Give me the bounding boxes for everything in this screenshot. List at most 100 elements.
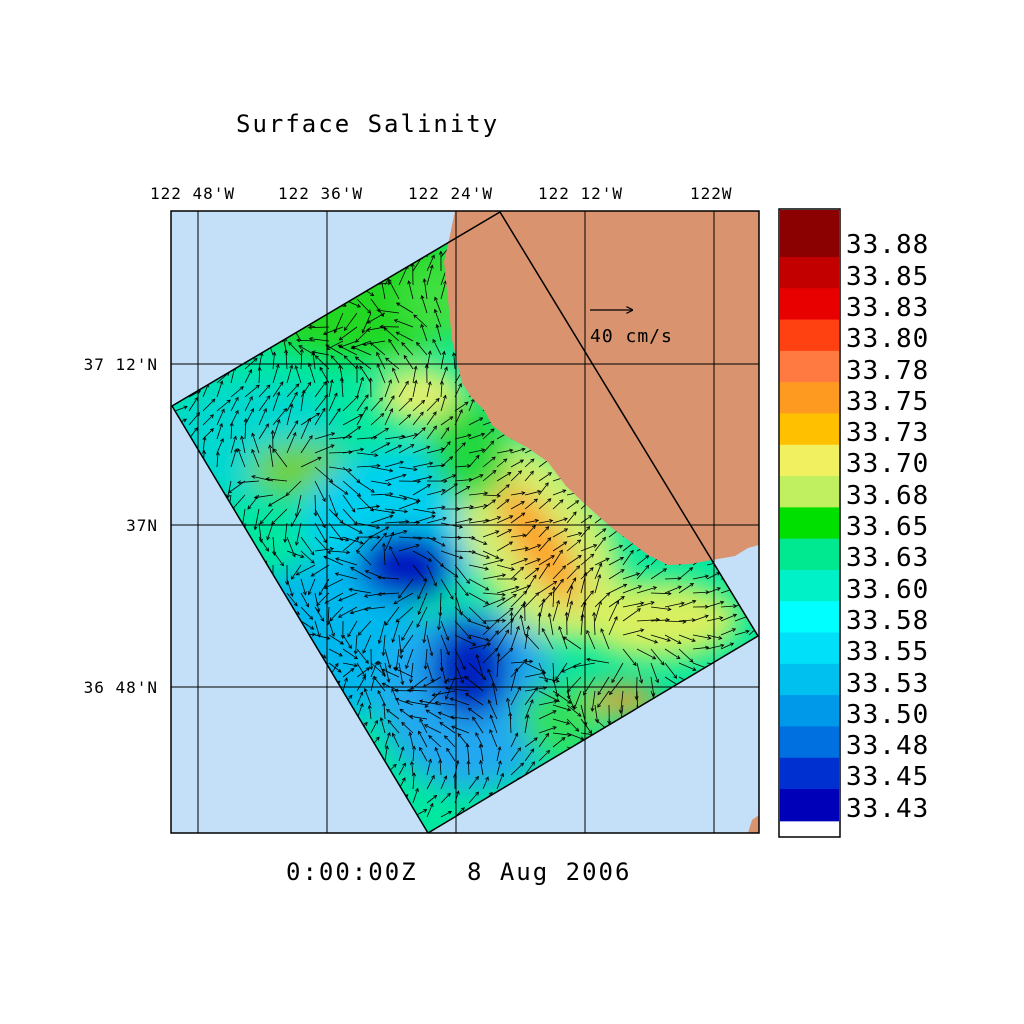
velocity-vector: [608, 600, 619, 622]
velocity-vector: [398, 662, 404, 685]
velocity-vector-head: [373, 675, 378, 681]
velocity-vector-head: [307, 325, 313, 330]
velocity-vector: [496, 586, 519, 594]
velocity-vector-head: [233, 435, 237, 440]
velocity-vector-head: [350, 667, 355, 672]
velocity-vector: [286, 432, 296, 454]
velocity-vector: [468, 791, 479, 804]
velocity-vector: [608, 569, 625, 580]
velocity-vector-head: [427, 557, 433, 562]
velocity-vector: [384, 379, 392, 398]
velocity-vector-head: [272, 551, 277, 556]
lon-label-122-24w: 122 24'W: [408, 184, 494, 203]
velocity-vector: [524, 519, 539, 524]
colorbar-label: 33.88: [846, 230, 930, 261]
velocity-vector: [325, 344, 344, 356]
velocity-vector-head: [489, 714, 494, 719]
velocity-vector: [468, 592, 489, 605]
velocity-vector: [496, 746, 501, 762]
velocity-vector: [468, 760, 470, 776]
velocity-vector-head: [519, 762, 525, 767]
velocity-vector-head: [475, 732, 480, 737]
velocity-vector-head: [321, 407, 326, 412]
velocity-vector-head: [727, 207, 730, 210]
velocity-vector: [468, 564, 489, 570]
velocity-vector: [678, 600, 696, 608]
velocity-vector-head: [547, 537, 552, 542]
velocity-vector-head: [458, 524, 464, 529]
velocity-vector-head: [522, 600, 527, 605]
velocity-vector-head: [266, 384, 271, 389]
velocity-vector: [482, 440, 494, 454]
velocity-vector: [396, 302, 414, 314]
velocity-vector-head: [409, 760, 415, 765]
velocity-vector: [392, 367, 400, 384]
velocity-vector-head: [456, 506, 461, 511]
velocity-vector-head: [536, 544, 542, 548]
velocity-vector-head: [247, 505, 252, 510]
velocity-vector-head: [426, 484, 432, 488]
velocity-vector-head: [381, 652, 386, 657]
velocity-vector-head: [629, 549, 634, 554]
velocity-vector: [594, 592, 610, 608]
velocity-vector: [620, 690, 624, 713]
velocity-vector: [468, 449, 485, 454]
velocity-vector: [482, 592, 506, 596]
velocity-vector-head: [429, 802, 434, 808]
velocity-vector-head: [348, 644, 352, 650]
velocity-vector-head: [438, 759, 443, 764]
velocity-vector: [597, 676, 610, 695]
velocity-vector-head: [718, 635, 723, 640]
velocity-vector: [426, 265, 433, 286]
velocity-vector-head: [386, 442, 391, 447]
velocity-vector: [314, 480, 326, 502]
velocity-vector-head: [243, 417, 248, 423]
velocity-vector: [440, 793, 451, 804]
colorbar-label: 33.68: [846, 480, 930, 511]
velocity-vector-head: [597, 691, 602, 696]
velocity-vector: [440, 550, 463, 559]
velocity-vector-head: [595, 719, 600, 724]
velocity-vector-head: [363, 593, 369, 598]
colorbar-label: 33.85: [846, 261, 930, 292]
velocity-vector-head: [358, 529, 363, 534]
velocity-vector-head: [310, 572, 315, 577]
velocity-vector-head: [535, 592, 540, 597]
velocity-vector: [384, 435, 405, 440]
velocity-vector: [538, 750, 550, 762]
velocity-vector: [421, 295, 428, 314]
velocity-vector: [482, 776, 489, 790]
velocity-vector: [496, 564, 515, 570]
velocity-vector: [479, 744, 484, 762]
velocity-vector: [706, 644, 724, 650]
velocity-vector: [418, 592, 428, 615]
velocity-vector-head: [416, 341, 421, 346]
velocity-vector-head: [553, 580, 558, 585]
velocity-vector-head: [402, 762, 406, 767]
velocity-vector: [300, 536, 315, 556]
velocity-vector: [678, 583, 694, 594]
velocity-vector: [580, 590, 594, 608]
velocity-vector: [356, 465, 380, 468]
velocity-vector: [308, 363, 316, 384]
velocity-vector-head: [315, 412, 321, 417]
velocity-vector: [566, 585, 573, 608]
velocity-vector-head: [337, 344, 342, 349]
colorbar-swatch: [780, 413, 839, 446]
velocity-vector: [285, 480, 302, 496]
velocity-vector: [678, 648, 694, 663]
velocity-vector: [341, 377, 344, 398]
velocity-vector-head: [645, 564, 650, 569]
velocity-vector-head: [399, 654, 404, 660]
velocity-vector-head: [434, 746, 439, 752]
velocity-vector: [342, 448, 364, 454]
velocity-vector: [342, 426, 361, 440]
velocity-vector-head: [544, 678, 548, 683]
velocity-vector: [286, 420, 299, 440]
velocity-vector: [328, 494, 338, 517]
velocity-vector-head: [497, 760, 502, 765]
velocity-vector: [370, 662, 386, 676]
velocity-vector: [300, 592, 309, 607]
velocity-vector: [445, 687, 470, 692]
colorbar-swatch: [780, 632, 839, 665]
